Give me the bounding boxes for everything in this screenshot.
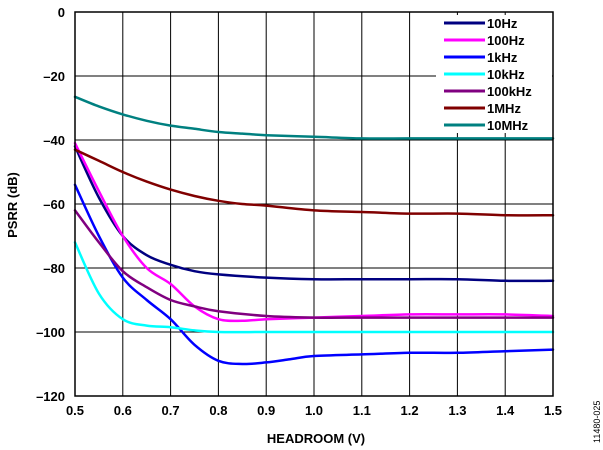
series-line-100khz	[73, 209, 555, 319]
y-tick-label: –100	[36, 325, 65, 340]
legend-label-1khz: 1kHz	[487, 50, 518, 65]
x-tick-label: 1.5	[544, 403, 562, 418]
x-tick-label: 0.9	[257, 403, 275, 418]
x-tick-label: 0.8	[209, 403, 227, 418]
y-tick-label: –80	[43, 261, 65, 276]
series-line-1khz	[73, 183, 555, 366]
legend: 10Hz 100Hz 1kHz 10kHz 100kHz 1MHz 10MHz	[436, 15, 552, 133]
series-line-10khz	[73, 241, 555, 334]
legend-label-10khz: 10kHz	[487, 67, 525, 82]
legend-label-10hz: 10Hz	[487, 16, 518, 31]
y-tick-label: 0	[58, 5, 65, 20]
x-tick-labels: 0.5 0.6 0.7 0.8 0.9 1.0 1.1 1.2 1.3 1.4 1.5	[66, 403, 562, 418]
y-tick-labels: 0 –20 –40 –60 –80 –100 –120	[36, 5, 65, 404]
series-line-100hz	[73, 141, 555, 323]
x-axis-label: HEADROOM (V)	[267, 431, 365, 446]
x-tick-label: 1.3	[448, 403, 466, 418]
x-tick-label: 1.0	[305, 403, 323, 418]
x-tick-label: 1.2	[401, 403, 419, 418]
legend-label-10mhz: 10MHz	[487, 118, 529, 133]
y-tick-label: –120	[36, 389, 65, 404]
y-axis-label: PSRR (dB)	[5, 172, 20, 238]
series-line-10mhz	[73, 95, 555, 140]
x-tick-label: 0.7	[162, 403, 180, 418]
x-tick-label: 1.1	[353, 403, 371, 418]
x-tick-label: 1.4	[496, 403, 515, 418]
y-tick-label: –40	[43, 133, 65, 148]
legend-label-100hz: 100Hz	[487, 33, 525, 48]
x-tick-label: 0.6	[114, 403, 132, 418]
legend-label-1mhz: 1MHz	[487, 101, 521, 116]
y-tick-label: –20	[43, 69, 65, 84]
plot-frame	[74, 11, 554, 397]
series-line-1mhz	[73, 148, 555, 217]
legend-label-100khz: 100kHz	[487, 84, 532, 99]
y-tick-label: –60	[43, 197, 65, 212]
figure-id: 11480-025	[592, 401, 602, 443]
x-tick-label: 0.5	[66, 403, 84, 418]
series-lines	[73, 95, 555, 366]
